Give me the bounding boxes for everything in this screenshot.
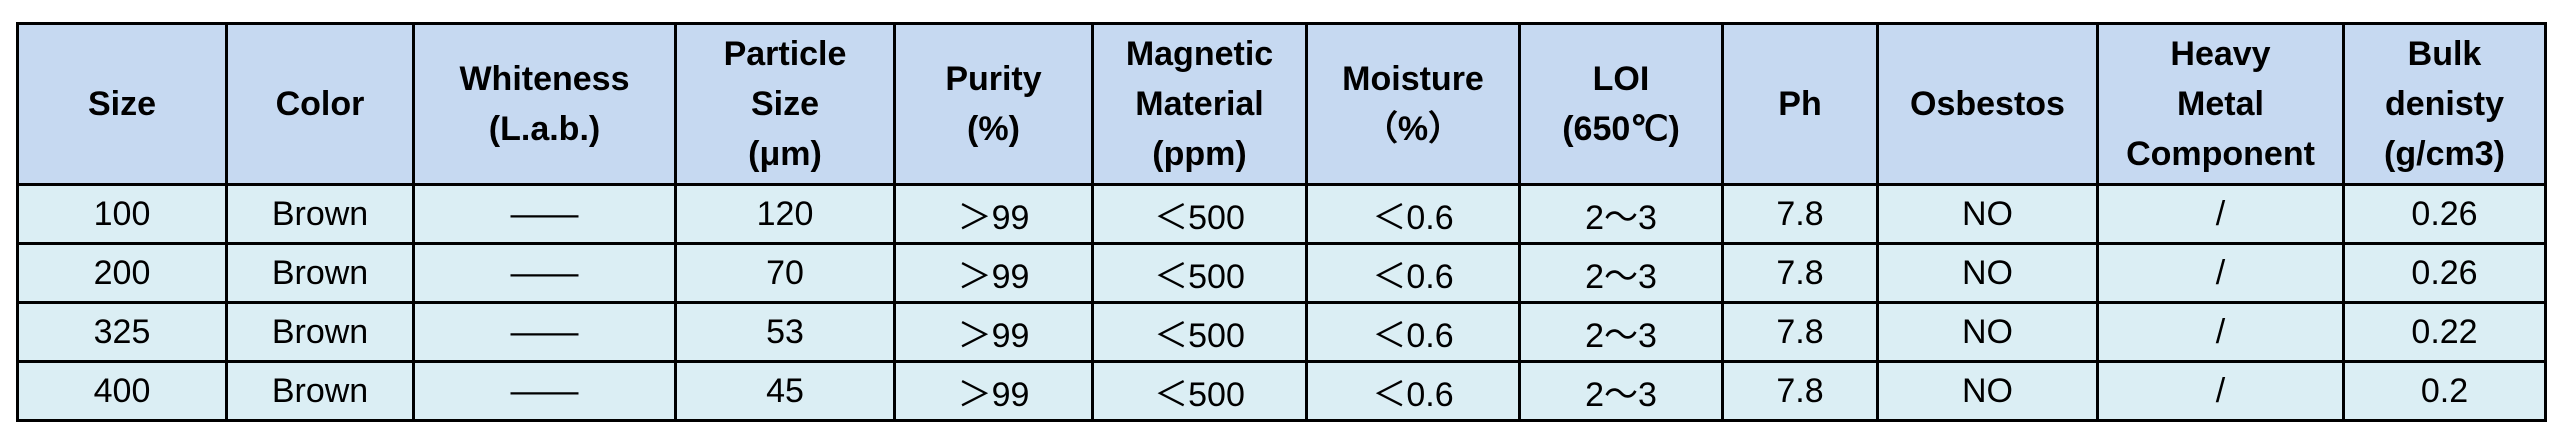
table-cell: 0.26 [2342,183,2547,245]
table-cell: —— [412,360,677,422]
table-cell: Brown [225,242,415,304]
header-cell: Moisture （%） [1305,22,1521,186]
table-cell: NO [1876,242,2099,304]
table-cell: / [2096,242,2345,304]
table-cell: 7.8 [1721,242,1879,304]
spec-table: Size Color Whiteness (L.a.b.) Particle Size… [16,22,2547,422]
table-cell: 2～3 [1518,183,1724,245]
table-cell: ＜0.6 [1305,360,1521,422]
table-cell: 2～3 [1518,242,1724,304]
table-cell: Brown [225,301,415,363]
header-cell: Purity (%) [893,22,1094,186]
table-cell: / [2096,301,2345,363]
table-cell: ＞99 [893,183,1094,245]
header-cell: LOI (650℃) [1518,22,1724,186]
table-cell: 0.26 [2342,242,2547,304]
table-cell: 7.8 [1721,183,1879,245]
table-cell: ＞99 [893,301,1094,363]
table-cell: ＜0.6 [1305,183,1521,245]
table-cell: ＞99 [893,360,1094,422]
table-cell: ＞99 [893,242,1094,304]
table-cell: ＜0.6 [1305,242,1521,304]
header-cell: Color [225,22,415,186]
table-cell: / [2096,360,2345,422]
table-cell: Brown [225,183,415,245]
table-cell: NO [1876,183,2099,245]
table-cell: 0.22 [2342,301,2547,363]
table-cell: —— [412,242,677,304]
header-cell: Osbestos [1876,22,2099,186]
table-cell: ＜500 [1091,242,1308,304]
table-cell: 100 [16,183,228,245]
table-cell: 53 [674,301,896,363]
header-cell: Size [16,22,228,186]
table-cell: 120 [674,183,896,245]
header-cell: Particle Size (μm) [674,22,896,186]
table-cell: ＜500 [1091,301,1308,363]
header-row: Size Color Whiteness (L.a.b.) Particle Size… [16,22,2547,186]
table-cell: ＜500 [1091,360,1308,422]
table-cell: 2～3 [1518,360,1724,422]
table-cell: Brown [225,360,415,422]
table-row: 100 Brown —— 120 ＞99 ＜500 ＜0.6 2～3 7.8 NO/0.26 [16,183,2547,245]
table-cell: 400 [16,360,228,422]
header-cell: Bulk denisty (g/cm3) [2342,22,2547,186]
table-cell: ＜500 [1091,183,1308,245]
table-cell: 70 [674,242,896,304]
table-row: 325 Brown —— 53 ＞99 ＜500 ＜0.6 2～3 7.8 NO/0.22 [16,301,2547,363]
header-cell: Whiteness (L.a.b.) [412,22,677,186]
table-row: 400 Brown —— 45 ＞99 ＜500 ＜0.6 2～3 7.8 NO/0.2 [16,360,2547,422]
header-cell: Ph [1721,22,1879,186]
table-cell: 7.8 [1721,301,1879,363]
header-cell: Heavy Metal Component [2096,22,2345,186]
table-cell: —— [412,301,677,363]
table-cell: 0.2 [2342,360,2547,422]
table-cell: 2～3 [1518,301,1724,363]
table-header: Size Color Whiteness (L.a.b.) Particle Size… [16,22,2547,186]
table-cell: —— [412,183,677,245]
header-cell: Magnetic Material (ppm) [1091,22,1308,186]
table-cell: ＜0.6 [1305,301,1521,363]
table-cell: NO [1876,301,2099,363]
table-cell: 7.8 [1721,360,1879,422]
table-cell: 200 [16,242,228,304]
table-body: 100 Brown —— 120 ＞99 ＜500 ＜0.6 2～3 7.8 NO/0.26 200… [16,183,2547,422]
table-cell: / [2096,183,2345,245]
table-cell: 325 [16,301,228,363]
table-cell: 45 [674,360,896,422]
table-cell: NO [1876,360,2099,422]
table-row: 200 Brown —— 70 ＞99 ＜500 ＜0.6 2～3 7.8 NO/0.26 [16,242,2547,304]
